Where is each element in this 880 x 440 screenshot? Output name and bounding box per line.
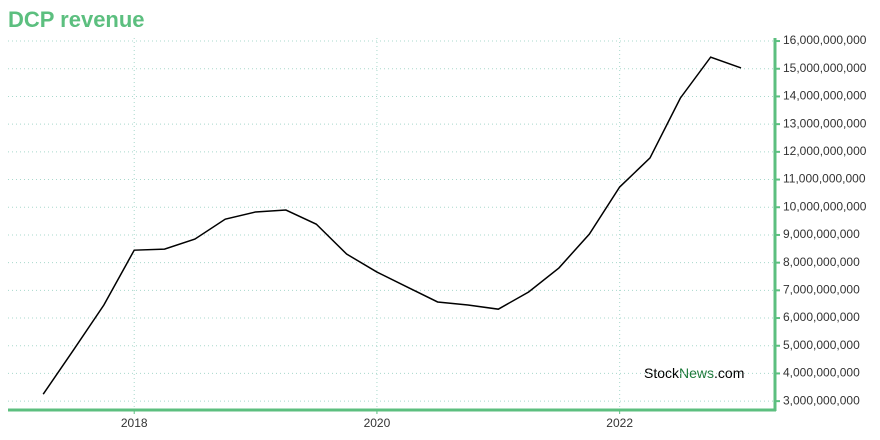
y-tick-label: 12,000,000,000 [783, 144, 867, 158]
y-tick-label: 13,000,000,000 [783, 116, 867, 130]
y-tick-label: 14,000,000,000 [783, 89, 867, 103]
y-tick-label: 8,000,000,000 [783, 255, 860, 269]
y-tick-label: 11,000,000,000 [783, 172, 866, 186]
y-tick-label: 6,000,000,000 [783, 310, 860, 324]
watermark: StockNews.com [644, 365, 744, 381]
y-tick-label: 7,000,000,000 [783, 283, 860, 297]
y-tick-label: 5,000,000,000 [783, 338, 860, 352]
y-tick-label: 4,000,000,000 [783, 366, 860, 380]
y-tick-label: 3,000,000,000 [783, 393, 860, 407]
x-tick-label: 2022 [606, 416, 633, 430]
y-tick-label: 15,000,000,000 [783, 61, 867, 75]
y-tick-label: 10,000,000,000 [783, 199, 867, 213]
watermark-part: News [679, 365, 714, 381]
x-tick-label: 2020 [364, 416, 391, 430]
x-tick-label: 2018 [121, 416, 148, 430]
chart-title: DCP revenue [8, 7, 145, 32]
line [42, 56, 742, 395]
watermark-part: .com [714, 365, 744, 381]
y-tick-label: 9,000,000,000 [783, 227, 860, 241]
y-tick-label: 16,000,000,000 [783, 33, 867, 47]
watermark-part: Stock [644, 365, 680, 381]
